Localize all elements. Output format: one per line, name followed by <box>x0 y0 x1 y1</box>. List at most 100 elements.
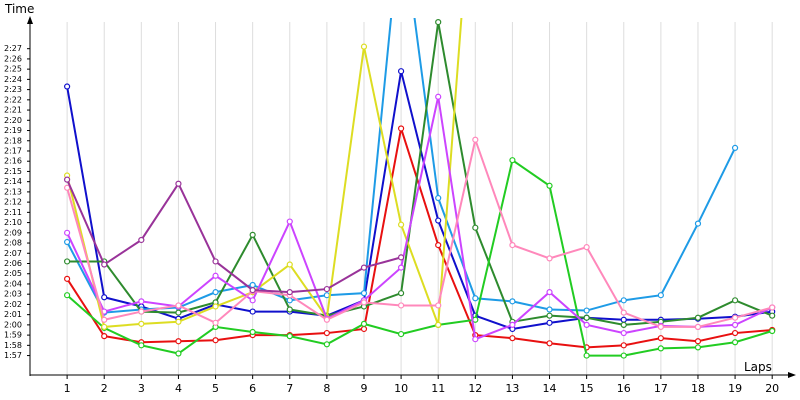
data-point <box>620 329 627 337</box>
y-tick-label: 2:14 <box>4 177 22 186</box>
data-point <box>175 338 182 345</box>
data-point <box>175 318 182 325</box>
data-point <box>731 329 739 337</box>
data-point <box>101 261 108 268</box>
data-point <box>509 241 516 249</box>
data-point <box>101 316 108 323</box>
data-point <box>509 321 516 328</box>
data-point <box>360 320 368 327</box>
data-point <box>323 341 330 348</box>
data-point <box>138 320 145 327</box>
data-point <box>731 321 739 328</box>
data-point <box>175 180 182 187</box>
data-point <box>657 335 664 342</box>
y-tick-label: 2:12 <box>4 198 22 207</box>
data-point <box>435 194 442 202</box>
data-point <box>175 302 182 309</box>
data-point <box>546 289 553 296</box>
data-point <box>657 292 664 299</box>
data-point <box>249 297 256 304</box>
data-point <box>397 221 405 228</box>
data-point <box>435 18 442 26</box>
y-tick-label: 2:22 <box>4 95 22 104</box>
data-point <box>769 304 776 311</box>
series-line <box>66 136 773 328</box>
data-point <box>397 302 405 309</box>
data-point <box>620 309 627 316</box>
data-point <box>64 83 71 90</box>
data-point <box>360 43 368 50</box>
y-tick-label: 2:27 <box>4 44 22 53</box>
x-tick-label: 1 <box>64 382 71 395</box>
x-tick-label: 15 <box>580 382 594 395</box>
data-point <box>509 298 516 305</box>
data-point <box>435 93 442 100</box>
y-tick-label: 2:20 <box>4 116 22 125</box>
y-tick-label: 2:15 <box>4 167 22 176</box>
data-point <box>435 241 442 249</box>
data-point <box>64 229 71 236</box>
data-point <box>212 303 219 310</box>
series-line <box>66 96 773 341</box>
data-point <box>583 321 590 328</box>
data-point <box>435 302 442 309</box>
data-point <box>212 289 219 296</box>
series-line <box>66 158 773 357</box>
data-point <box>360 299 368 306</box>
data-point <box>620 316 627 323</box>
data-point <box>138 308 145 315</box>
data-point <box>101 333 108 340</box>
data-point <box>397 125 405 132</box>
y-tick-label: 2:21 <box>4 106 22 115</box>
x-tick-label: 9 <box>360 382 367 395</box>
data-point <box>769 312 776 319</box>
y-tick-label: 2:01 <box>4 310 22 319</box>
x-tick-label: 3 <box>138 382 145 395</box>
x-tick-label: 17 <box>654 382 668 395</box>
data-point <box>249 308 256 315</box>
data-point <box>101 294 108 301</box>
data-point <box>472 136 479 143</box>
data-point <box>472 224 479 231</box>
data-point <box>64 176 71 183</box>
data-point <box>64 238 71 246</box>
data-point <box>397 290 405 297</box>
data-point <box>546 182 553 189</box>
x-tick-label: 16 <box>617 382 631 395</box>
data-point <box>323 292 330 299</box>
y-tick-label: 2:26 <box>4 54 22 63</box>
data-point <box>731 314 739 321</box>
x-tick-label: 19 <box>728 382 742 395</box>
data-point <box>138 236 145 244</box>
y-axis-label: Time <box>4 2 34 16</box>
data-point <box>64 292 71 299</box>
data-point <box>397 264 405 271</box>
y-tick-label: 2:13 <box>4 187 22 196</box>
data-point <box>546 340 553 347</box>
y-tick-label: 2:16 <box>4 157 22 166</box>
y-tick-label: 2:05 <box>4 269 22 278</box>
y-tick-label: 2:25 <box>4 65 22 74</box>
x-tick-label: 4 <box>175 382 182 395</box>
y-tick-label: 1:57 <box>4 351 22 360</box>
data-point <box>472 336 479 343</box>
y-tick-label: 2:08 <box>4 239 22 248</box>
data-point <box>286 289 293 296</box>
data-point <box>360 264 368 271</box>
data-point <box>694 344 702 351</box>
data-point <box>657 323 664 331</box>
series-line <box>67 21 773 326</box>
x-tick-label: 8 <box>323 382 330 395</box>
series-group <box>64 18 776 359</box>
x-tick-label: 18 <box>691 382 705 395</box>
x-tick-label: 12 <box>468 382 482 395</box>
data-point <box>583 314 590 321</box>
data-point <box>694 314 702 321</box>
y-tick-label: 2:11 <box>4 208 22 217</box>
x-tick-label: 5 <box>212 382 219 395</box>
data-point <box>101 323 108 331</box>
data-point <box>694 338 702 345</box>
x-tick-label: 14 <box>543 382 557 395</box>
data-point <box>249 328 256 336</box>
